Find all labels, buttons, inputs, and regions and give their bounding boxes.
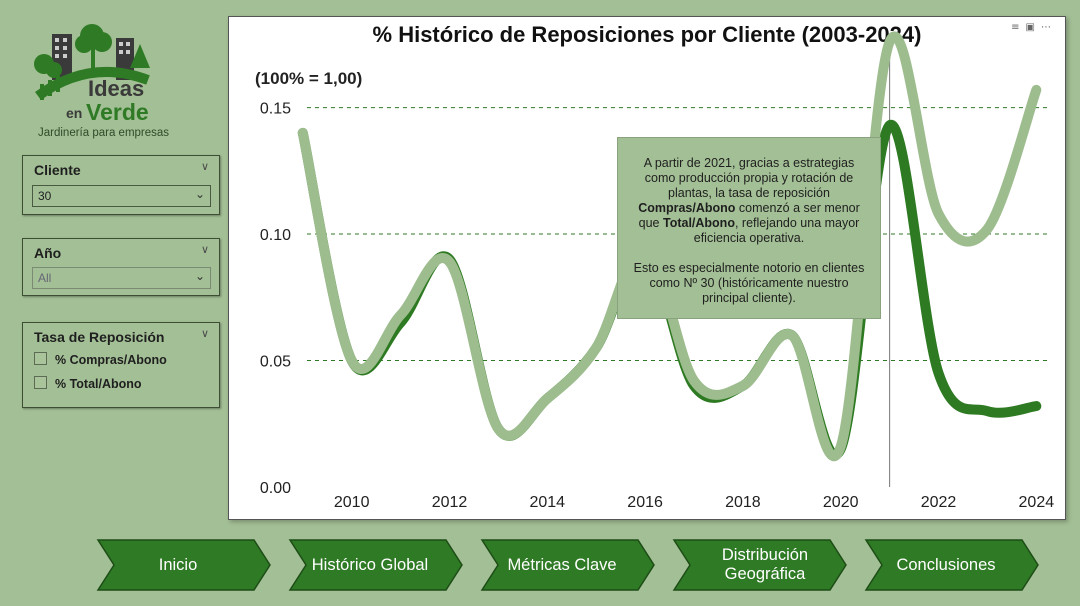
chevron-down-icon: ⌄ [194,187,205,201]
cliente-value: 30 [38,189,52,203]
x-tick-label: 2012 [432,494,468,511]
nav-distribucion-geografica-button[interactable]: Distribución Geográfica [672,538,848,592]
anio-label: Año [34,245,62,261]
visual-toolbar: ≡▣⋯ [1011,22,1057,33]
y-tick-label: 0.15 [260,101,291,118]
x-tick-label: 2014 [529,494,565,511]
scale-note: (100% = 1,00) [255,69,363,88]
x-tick-label: 2016 [627,494,663,511]
cliente-slicer: Cliente ∨ 30 ⌄ [22,155,220,215]
ideas-en-verde-logo: Ideas en Verde Jardinería para empresas [30,18,180,143]
logo-graphic: Ideas en Verde Jardinería para empresas [34,24,169,139]
checkbox-total-abono[interactable]: % Total/Abono [34,376,142,391]
cliente-dropdown[interactable]: 30 ⌄ [32,185,211,207]
svg-text:en: en [66,105,82,121]
x-tick-label: 2022 [921,494,957,511]
chart-title: % Histórico de Reposiciones por Cliente … [372,22,922,47]
svg-text:Verde: Verde [86,99,149,125]
chevron-down-icon[interactable]: ∨ [200,160,209,173]
x-tick-label: 2018 [725,494,761,511]
x-tick-label: 2010 [334,494,370,511]
cliente-label: Cliente [34,162,81,178]
svg-text:Jardinería para empresas: Jardinería para empresas [38,127,169,139]
anio-slicer: Año ∨ All ⌄ [22,238,220,296]
y-tick-label: 0.10 [260,227,291,244]
filter-icon[interactable]: ≡ [1011,22,1026,33]
checkbox-compras-abono[interactable]: % Compras/Abono [34,352,167,367]
x-tick-label: 2024 [1019,494,1055,511]
annotation-paragraph-1: A partir de 2021, gracias a estrategias … [638,156,860,245]
chevron-down-icon: ⌄ [194,269,205,283]
tasa-label: Tasa de Reposición [34,329,165,345]
nav-historico-global-button[interactable]: Histórico Global [288,538,464,592]
x-tick-label: 2020 [823,494,859,511]
series-line-total-abono [297,31,1042,462]
nav-conclusiones-button[interactable]: Conclusiones [864,538,1040,592]
checkbox-icon[interactable] [34,352,47,365]
checkbox-icon[interactable] [34,376,47,389]
svg-text:Ideas: Ideas [88,76,144,101]
nav-metricas-clave-button[interactable]: Métricas Clave [480,538,656,592]
anio-value: All [38,271,52,285]
chart-panel: % Histórico de Reposiciones por Cliente … [228,16,1066,520]
focus-mode-icon[interactable]: ▣ [1025,22,1041,33]
annotation-box: A partir de 2021, gracias a estrategias … [617,137,881,319]
tasa-slicer: Tasa de Reposición ∨ % Compras/Abono % T… [22,322,220,408]
anio-dropdown[interactable]: All ⌄ [32,267,211,289]
line-chart: 0.00 0.05 0.10 0.15 2010 2012 2014 2016 2018 2020… [260,31,1055,511]
chevron-down-icon[interactable]: ∨ [200,327,209,340]
y-tick-label: 0.05 [260,354,291,371]
y-tick-label: 0.00 [260,480,291,497]
more-options-icon[interactable]: ⋯ [1041,22,1057,33]
nav-inicio-button[interactable]: Inicio [96,538,272,592]
chevron-down-icon[interactable]: ∨ [200,243,209,256]
annotation-paragraph-2: Esto es especialmente notorio en cliente… [633,261,865,305]
